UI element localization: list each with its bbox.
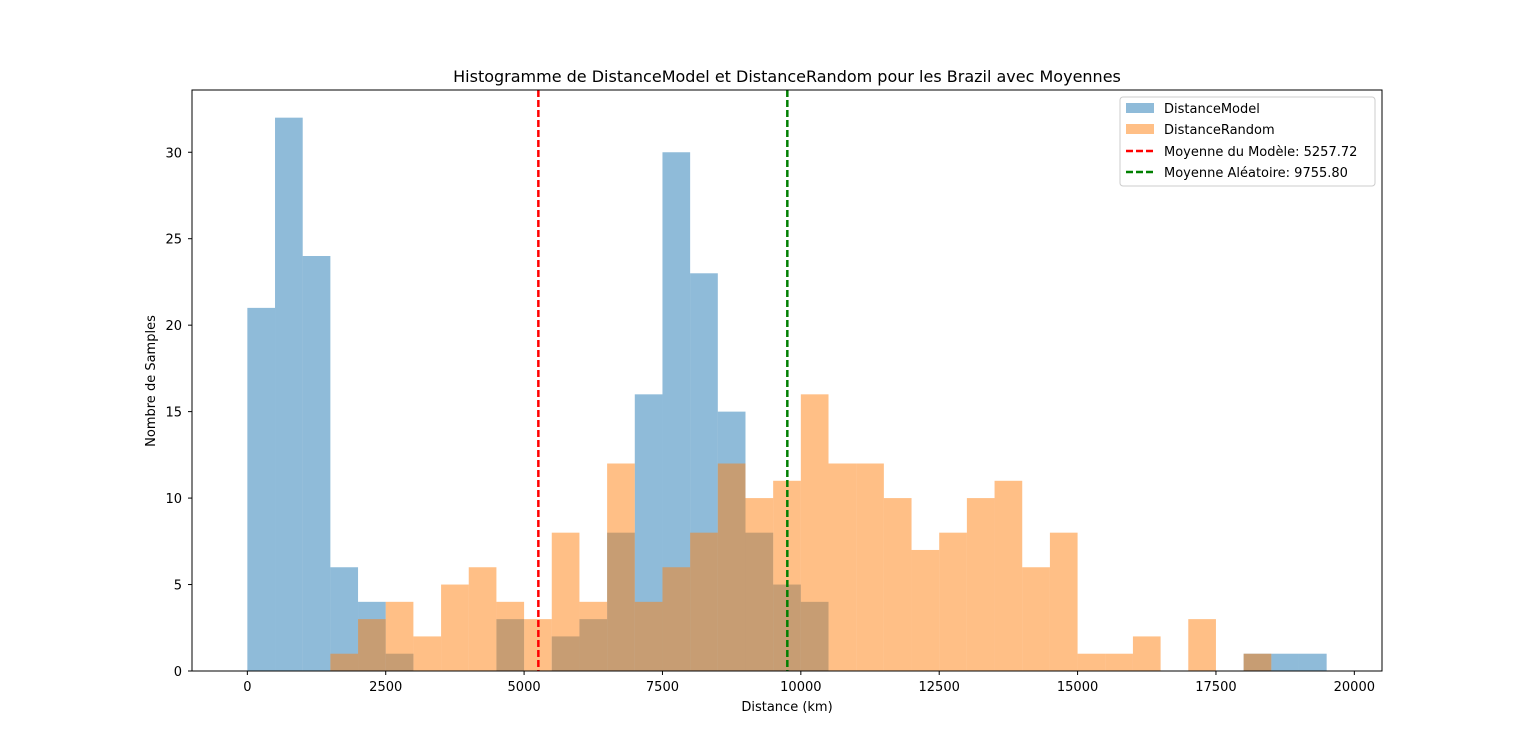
x-tick-label-4: 10000: [780, 680, 821, 695]
x-axis-ticks: 0 2500 5000 7500 10000 12500 15000 17500 20000: [243, 671, 1375, 695]
bar-series-1-bin-29: [1132, 636, 1161, 671]
bar-series-1-bin-24: [994, 480, 1023, 671]
legend-label-random-mean: Moyenne Aléatoire: 9755.80: [1164, 166, 1348, 181]
x-tick-label-6: 15000: [1057, 680, 1098, 695]
x-tick-label-7: 17500: [1195, 680, 1236, 695]
bar-series-1-bin-14: [717, 463, 746, 671]
legend-label-model-mean: Moyenne du Modèle: 5257.72: [1164, 145, 1357, 160]
y-axis-label: Nombre de Samples: [144, 315, 159, 447]
x-tick-label-3: 7500: [646, 680, 679, 695]
legend: DistanceModel DistanceRandom Moyenne du …: [1119, 96, 1376, 187]
bar-series-0-bin-38: [1298, 653, 1327, 671]
y-tick-label-1: 5: [174, 579, 182, 594]
bar-series-1-bin-9: [579, 601, 608, 671]
bar-series-1-bin-3: [413, 636, 442, 671]
bar-series-1-bin-28: [1105, 653, 1133, 671]
x-tick-label-5: 12500: [919, 680, 960, 695]
bar-series-1-bin-12: [662, 567, 691, 671]
y-tick-label-3: 15: [165, 406, 182, 421]
bar-series-1-bin-19: [856, 463, 884, 671]
bar-series-1-bin-10: [607, 463, 635, 671]
bar-series-1-bin-33: [1243, 653, 1272, 671]
y-tick-label-4: 20: [165, 319, 182, 334]
y-tick-label-5: 25: [165, 233, 182, 248]
bar-series-1-bin-26: [1049, 532, 1078, 671]
x-tick-label-0: 0: [243, 680, 251, 695]
x-axis-label: Distance (km): [741, 700, 832, 715]
bars-layer: [247, 117, 1327, 671]
bar-series-1-bin-20: [883, 498, 912, 671]
x-tick-label-1: 2500: [369, 680, 402, 695]
bar-series-1-bin-21: [911, 549, 940, 671]
bar-series-1-bin-5: [468, 567, 497, 671]
legend-label-model: DistanceModel: [1164, 102, 1260, 117]
bar-series-1-bin-13: [690, 532, 718, 671]
y-tick-label-0: 0: [174, 665, 182, 680]
bar-series-1-bin-17: [800, 394, 829, 671]
y-axis-ticks: 0 5 10 15 20 25 30: [165, 146, 192, 680]
bar-series-1-bin-4: [441, 584, 469, 671]
bar-series-1-bin-23: [966, 498, 995, 671]
bar-series-1-bin-1: [358, 619, 386, 671]
bar-series-1-bin-2: [385, 601, 414, 671]
bar-series-0-bin-0: [247, 307, 276, 671]
chart-title: Histogramme de DistanceModel et Distance…: [453, 67, 1121, 86]
legend-swatch-random: [1126, 124, 1154, 134]
bar-series-1-bin-31: [1188, 619, 1216, 671]
bar-series-0-bin-1: [275, 117, 303, 671]
y-tick-label-6: 30: [165, 146, 182, 161]
bar-series-1-bin-25: [1022, 567, 1050, 671]
bar-series-1-bin-11: [634, 601, 663, 671]
legend-label-random: DistanceRandom: [1164, 123, 1275, 138]
bar-series-1-bin-6: [496, 601, 525, 671]
bar-series-1-bin-0: [330, 653, 359, 671]
legend-box: [1119, 96, 1376, 187]
x-tick-label-2: 5000: [508, 680, 541, 695]
bar-series-1-bin-15: [745, 498, 774, 671]
y-tick-label-2: 10: [165, 492, 182, 507]
bar-series-1-bin-18: [828, 463, 857, 671]
plot-frame: [191, 89, 1383, 672]
bar-series-1-bin-22: [939, 532, 967, 671]
bar-series-0-bin-37: [1271, 653, 1299, 671]
mean-lines-layer: [537, 90, 789, 671]
x-tick-label-8: 20000: [1334, 680, 1375, 695]
bar-series-1-bin-27: [1077, 653, 1106, 671]
bar-series-0-bin-2: [302, 256, 331, 671]
bar-series-1-bin-8: [551, 532, 580, 671]
legend-swatch-model: [1126, 103, 1154, 113]
